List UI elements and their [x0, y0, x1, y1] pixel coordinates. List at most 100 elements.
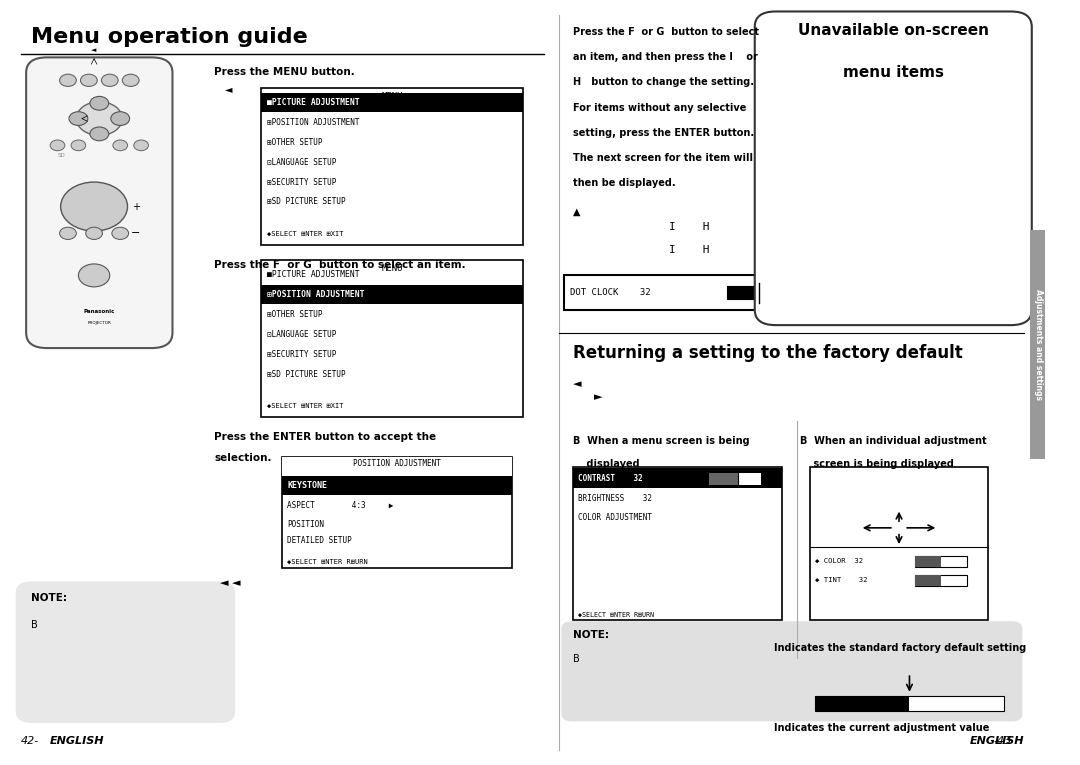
Text: Panasonic: Panasonic	[83, 308, 114, 314]
Text: ◆SELECT ⊞NTER R⊞URN: ◆SELECT ⊞NTER R⊞URN	[578, 611, 654, 617]
Text: B  When a menu screen is being: B When a menu screen is being	[572, 436, 750, 446]
Text: 42-: 42-	[21, 736, 39, 746]
Text: ◆ COLOR  32: ◆ COLOR 32	[815, 558, 864, 564]
Text: ◆SELECT ⊞NTER ⊞XIT: ◆SELECT ⊞NTER ⊞XIT	[267, 403, 343, 409]
Text: DOT CLOCK    32: DOT CLOCK 32	[570, 288, 650, 297]
Circle shape	[134, 140, 148, 151]
Circle shape	[81, 74, 97, 86]
Text: BRIGHTNESS    32: BRIGHTNESS 32	[578, 493, 652, 503]
FancyBboxPatch shape	[26, 57, 173, 348]
Circle shape	[113, 140, 127, 151]
Text: menu items: menu items	[842, 65, 944, 80]
Text: Press the ENTER button to accept the: Press the ENTER button to accept the	[214, 432, 436, 442]
Text: ⊞SD PICTURE SETUP: ⊞SD PICTURE SETUP	[267, 369, 346, 379]
Text: H   button to change the setting.: H button to change the setting.	[572, 77, 754, 87]
FancyBboxPatch shape	[755, 11, 1031, 325]
Circle shape	[90, 127, 109, 141]
Text: setting, press the ENTER button.: setting, press the ENTER button.	[572, 128, 754, 138]
Text: ⊞SECURITY SETUP: ⊞SECURITY SETUP	[267, 177, 336, 187]
Text: ⊡LANGUAGE SETUP: ⊡LANGUAGE SETUP	[267, 158, 336, 167]
Text: Indicates the standard factory default setting: Indicates the standard factory default s…	[773, 643, 1026, 653]
Circle shape	[79, 264, 110, 287]
Text: −: −	[131, 228, 140, 239]
Bar	[815, 696, 909, 711]
Text: DETAILED SETUP: DETAILED SETUP	[287, 536, 352, 545]
Circle shape	[59, 74, 77, 86]
Text: selection.: selection.	[214, 453, 272, 463]
Bar	[282, 476, 512, 495]
Text: Unavailable on-screen: Unavailable on-screen	[798, 23, 989, 38]
Bar	[282, 457, 512, 476]
Text: Press the MENU button.: Press the MENU button.	[214, 67, 355, 77]
Text: Press the F  or G  button to select: Press the F or G button to select	[572, 27, 759, 37]
Bar	[261, 93, 523, 112]
Bar	[261, 88, 523, 245]
Text: ⊞POSITION ADJUSTMENT: ⊞POSITION ADJUSTMENT	[267, 118, 359, 127]
Text: COLOR ADJUSTMENT: COLOR ADJUSTMENT	[578, 513, 652, 522]
Text: ◄: ◄	[225, 84, 232, 94]
Text: SD: SD	[57, 153, 65, 158]
Text: ■PICTURE ADJUSTMENT: ■PICTURE ADJUSTMENT	[267, 270, 360, 279]
Text: displayed: displayed	[572, 459, 639, 469]
Bar	[915, 556, 967, 567]
Circle shape	[50, 140, 65, 151]
Text: ⊞OTHER SETUP: ⊞OTHER SETUP	[267, 310, 322, 319]
Text: PROJECTOR: PROJECTOR	[87, 321, 111, 325]
Bar	[708, 473, 761, 485]
Text: CONTRAST    32: CONTRAST 32	[578, 474, 643, 483]
Text: I    H: I H	[669, 245, 710, 255]
Text: ◄: ◄	[92, 47, 97, 54]
Bar	[572, 467, 782, 620]
Text: POSITION: POSITION	[287, 519, 324, 529]
Text: ▲: ▲	[572, 207, 580, 216]
Text: ◆ TINT    32: ◆ TINT 32	[815, 577, 868, 583]
Text: ⊞OTHER SETUP: ⊞OTHER SETUP	[267, 138, 322, 147]
Text: B  When an individual adjustment: B When an individual adjustment	[799, 436, 986, 446]
Text: Press the F  or G  button to select an item.: Press the F or G button to select an ite…	[214, 260, 465, 270]
Circle shape	[102, 74, 118, 86]
Text: B: B	[572, 654, 580, 664]
Circle shape	[122, 74, 139, 86]
Text: MENU: MENU	[381, 92, 403, 101]
Bar	[727, 287, 759, 299]
Text: Returning a setting to the factory default: Returning a setting to the factory defau…	[572, 344, 962, 363]
Circle shape	[111, 112, 130, 125]
Circle shape	[59, 227, 77, 239]
Text: For items without any selective: For items without any selective	[572, 103, 746, 112]
Bar	[915, 575, 941, 586]
Text: NOTE:: NOTE:	[572, 630, 609, 640]
Text: ⊞SECURITY SETUP: ⊞SECURITY SETUP	[267, 350, 336, 359]
Text: ■PICTURE ADJUSTMENT: ■PICTURE ADJUSTMENT	[267, 98, 360, 107]
Text: KEYSTONE: KEYSTONE	[287, 481, 327, 490]
Text: ⊞POSITION ADJUSTMENT: ⊞POSITION ADJUSTMENT	[267, 290, 364, 299]
Text: -43: -43	[994, 736, 1012, 746]
Text: I    H: I H	[669, 222, 710, 232]
Text: ENGLISH: ENGLISH	[970, 736, 1025, 746]
Text: ◆SELECT ⊞NTER R⊞URN: ◆SELECT ⊞NTER R⊞URN	[287, 558, 368, 565]
Text: ⊡LANGUAGE SETUP: ⊡LANGUAGE SETUP	[267, 330, 336, 339]
FancyBboxPatch shape	[16, 581, 235, 723]
Bar	[572, 468, 782, 488]
Circle shape	[85, 227, 103, 239]
Bar	[261, 260, 523, 417]
Circle shape	[112, 227, 129, 239]
Text: B: B	[31, 620, 38, 630]
Text: an item, and then press the I    or: an item, and then press the I or	[572, 52, 758, 62]
Text: ►: ►	[594, 392, 603, 402]
Bar	[815, 696, 1003, 711]
Text: ◄: ◄	[572, 379, 581, 389]
Bar	[565, 275, 815, 310]
Bar	[915, 575, 967, 586]
Bar	[738, 473, 761, 485]
Text: ASPECT        4:3     ▶: ASPECT 4:3 ▶	[287, 500, 394, 509]
Text: +: +	[132, 201, 140, 212]
Circle shape	[60, 182, 127, 231]
Circle shape	[71, 140, 85, 151]
Bar	[915, 556, 941, 567]
Text: screen is being displayed: screen is being displayed	[799, 459, 954, 469]
Text: ENGLISH: ENGLISH	[50, 736, 105, 746]
Bar	[810, 467, 988, 620]
Text: Menu operation guide: Menu operation guide	[31, 27, 308, 47]
Text: NOTE:: NOTE:	[31, 593, 67, 603]
Text: then be displayed.: then be displayed.	[572, 178, 675, 188]
